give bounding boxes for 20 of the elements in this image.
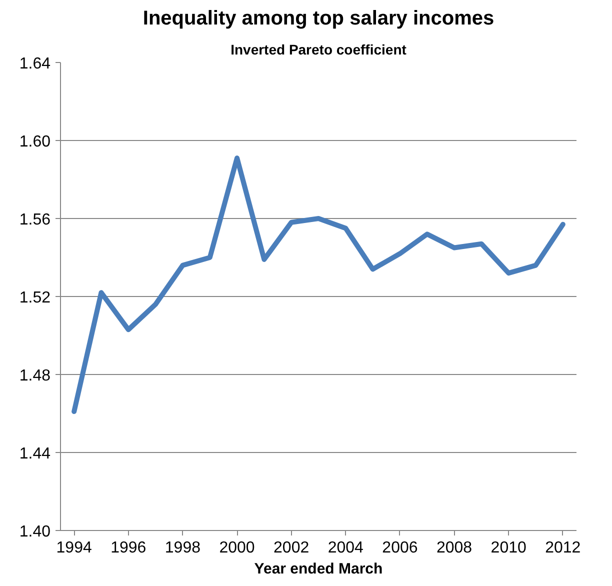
x-tick-label: 2006: [382, 540, 418, 556]
x-tick-label: 2012: [545, 540, 581, 556]
x-tick-label: 1996: [110, 540, 146, 556]
x-axis-title: Year ended March: [254, 560, 383, 578]
chart-subtitle: Inverted Pareto coefficient: [230, 42, 407, 58]
y-tick-label: 1.52: [19, 290, 51, 306]
y-tick-label: 1.44: [19, 446, 51, 462]
x-tick-label: 2002: [274, 540, 310, 556]
y-tick-label: 1.64: [19, 56, 51, 72]
x-tick-label: 1998: [164, 540, 201, 556]
chart-title: Inequality among top salary incomes: [142, 8, 494, 30]
x-tick-label: 2008: [436, 540, 472, 556]
x-tick-label: 1994: [56, 540, 92, 556]
y-tick-label: 1.56: [19, 212, 51, 228]
y-tick-label: 1.48: [19, 368, 51, 384]
x-tick-label: 2004: [328, 540, 364, 556]
x-tick-label: 2010: [490, 540, 527, 556]
y-tick-label: 1.60: [19, 134, 51, 150]
y-tick-label: 1.40: [19, 524, 51, 540]
x-tick-label: 2000: [219, 540, 255, 556]
